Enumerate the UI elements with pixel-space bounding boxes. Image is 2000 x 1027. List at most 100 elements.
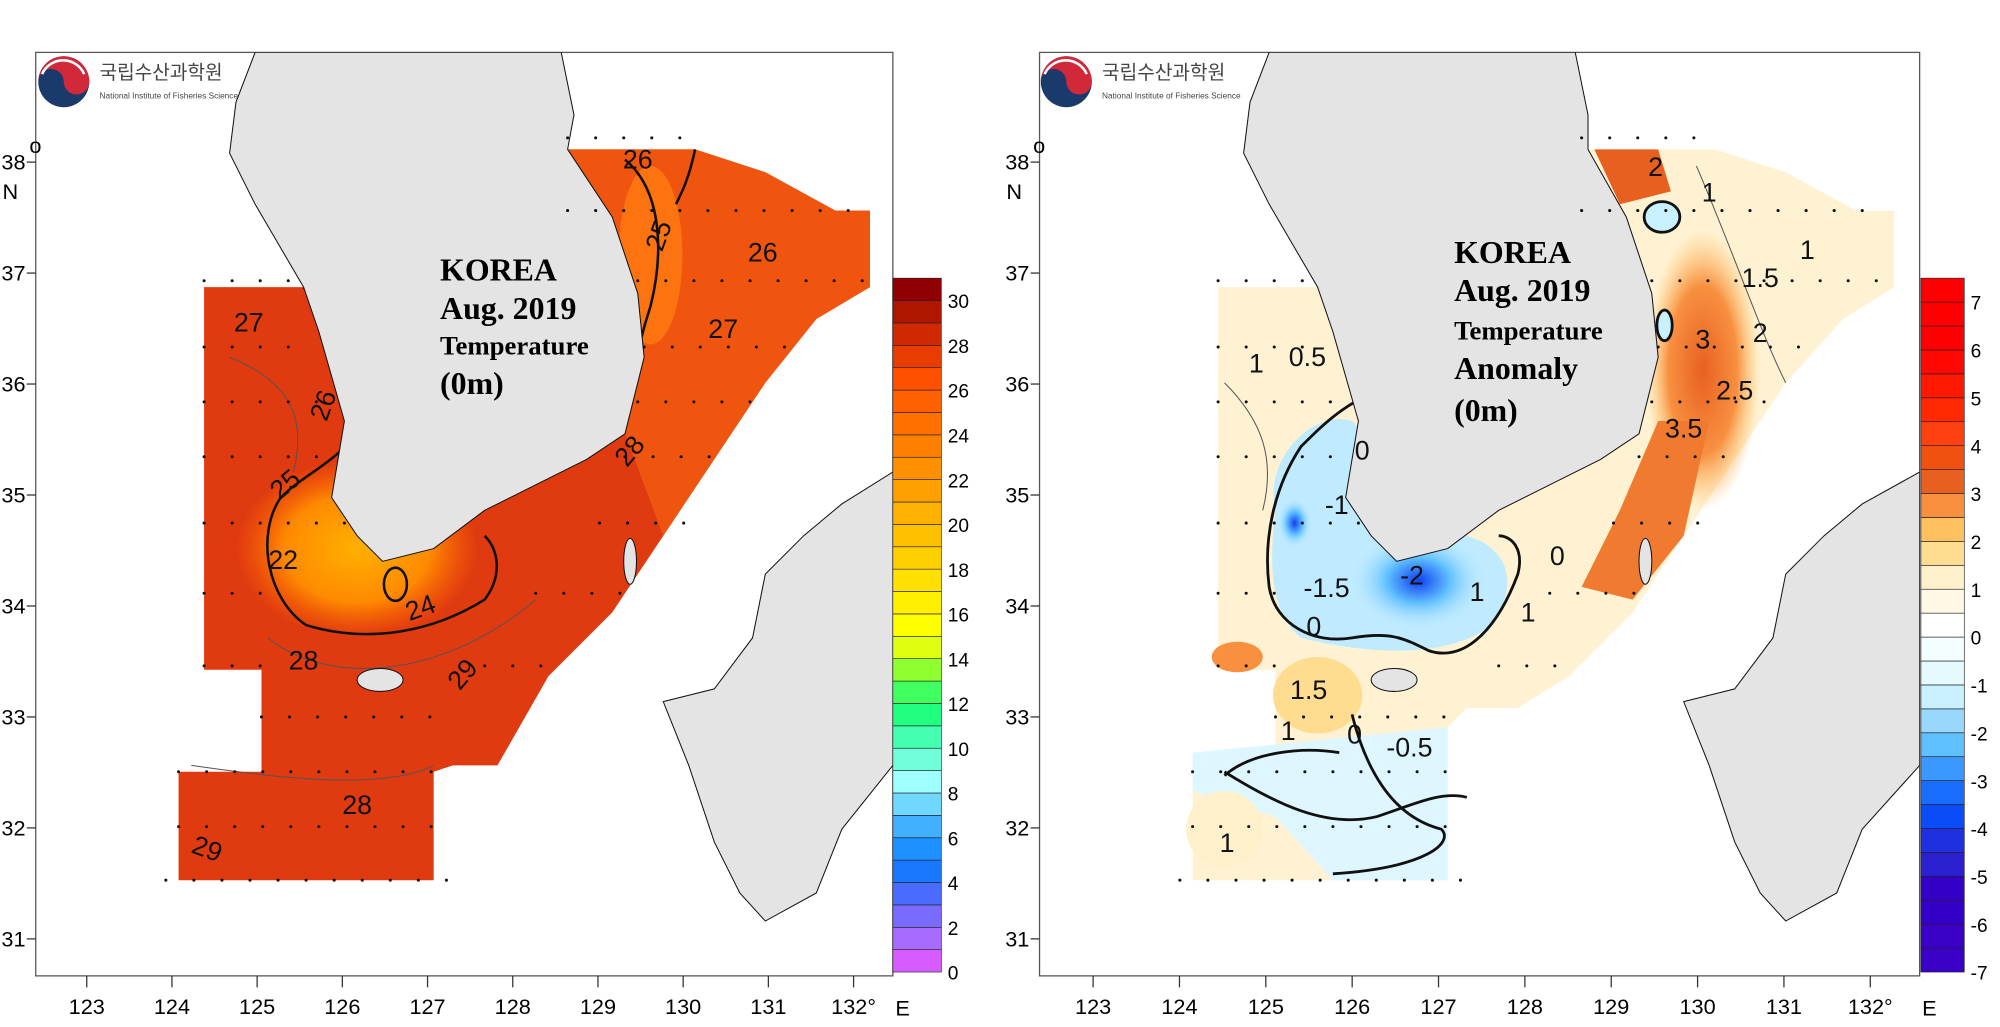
colorbar-band [1920,349,1965,375]
station-point [1650,279,1654,283]
station-point [258,279,262,283]
japan [662,471,893,922]
station-point [233,825,237,829]
station-point [1604,591,1608,595]
colorbar-tick-label: 14 [948,650,970,671]
colorbar-tick-label: 30 [948,292,969,313]
title-line: Temperature [1454,315,1603,345]
station-point [258,345,262,349]
station-point [1331,825,1335,829]
colorbar-band [892,658,942,682]
lon-tick-label: 126 [324,994,360,1019]
colorbar-tick-label: -5 [1971,868,1988,889]
station-point [1216,279,1220,283]
lon-tick-label: 130 [1679,994,1715,1019]
contour-line [229,356,299,473]
lon-tick-label: 127 [409,994,445,1019]
logo-korean: 국립수산과학원 [1102,61,1225,84]
station-point [650,209,654,213]
station-point [1668,521,1672,525]
station-point [230,400,234,404]
anomaly-warm-area [1211,641,1263,673]
colorbar-tick-label: 0 [948,964,959,985]
colorbar-band [892,613,942,637]
lat-tick-label: 35 [1005,483,1029,508]
station-point [286,345,290,349]
contour-label: 1 [1249,349,1264,379]
station-point [1272,345,1276,349]
station-point [1874,279,1878,283]
station-point [1216,345,1220,349]
colorbar-tick-label: 4 [948,874,959,895]
lat-tick-label: 34 [1,594,25,619]
colorbar-band [892,479,942,503]
contour-label: -0.5 [1386,732,1432,762]
station-point [1402,878,1406,882]
contour-label: 1.5 [1290,675,1327,705]
station-point [1414,715,1418,719]
lon-tick-label: 132° [1848,994,1893,1019]
station-point [345,770,349,774]
station-point [444,878,448,882]
station-point [202,664,206,668]
colorbar-band [892,635,942,660]
colorbar-band [1920,612,1965,638]
station-point [664,279,668,283]
station-point [248,878,252,882]
colorbar-tick-label: 10 [948,740,969,761]
colorbar-tick-label: -6 [1971,916,1988,937]
station-point [1664,209,1668,213]
station-point [1692,136,1696,140]
station-point [1748,209,1752,213]
station-point [1272,664,1276,668]
station-point [1216,455,1220,459]
title-line: KOREA [1454,235,1571,270]
station-point [597,521,602,525]
station-point [1219,770,1223,774]
korea-peninsula [1243,52,1659,562]
station-point [1664,136,1668,140]
contour-label: 1.5 [1742,263,1779,293]
title-line: Aug. 2019 [1454,273,1590,308]
station-point [566,136,570,140]
station-point [360,878,364,882]
colorbar-tick-label: 22 [948,471,969,492]
colorbar-band [1920,684,1965,710]
station-point [400,715,404,719]
station-point [401,825,405,829]
contour-label: -1 [1325,490,1349,520]
lat-tick-label: 32 [1,816,25,841]
station-point [623,455,627,459]
colorbar-band [892,591,942,615]
anomaly-warm-area [1186,790,1263,868]
contour-label: 3.5 [1665,414,1702,444]
contour-line [674,149,697,205]
station-point [1548,591,1552,595]
station-point [511,664,515,668]
station-point [220,878,224,882]
station-point [1290,878,1294,882]
contour-label: 28 [342,790,372,820]
station-point [1328,400,1332,404]
station-point [286,400,290,404]
station-point [258,400,262,404]
lon-tick-label: 125 [1248,994,1284,1019]
station-point [566,209,570,213]
colorbar-band [1920,325,1965,351]
contour-label: 3 [1695,324,1710,354]
station-point [1720,209,1724,213]
nifs-logo: 국립수산과학원 National Institute of Fisheries … [38,56,238,108]
station-point [1430,878,1434,882]
station-point [344,715,348,719]
lon-tick-label: 128 [1507,994,1543,1019]
station-point [1497,664,1501,668]
contour-label: 26 [748,238,778,268]
station-point [726,345,730,349]
station-point [286,455,290,459]
colorbar-tick-label: 16 [948,606,969,627]
station-point [846,209,850,213]
logo-emblem [1043,59,1088,75]
station-point [317,770,321,774]
contour-label: 2 [1648,152,1663,182]
colorbar-band [892,837,942,861]
